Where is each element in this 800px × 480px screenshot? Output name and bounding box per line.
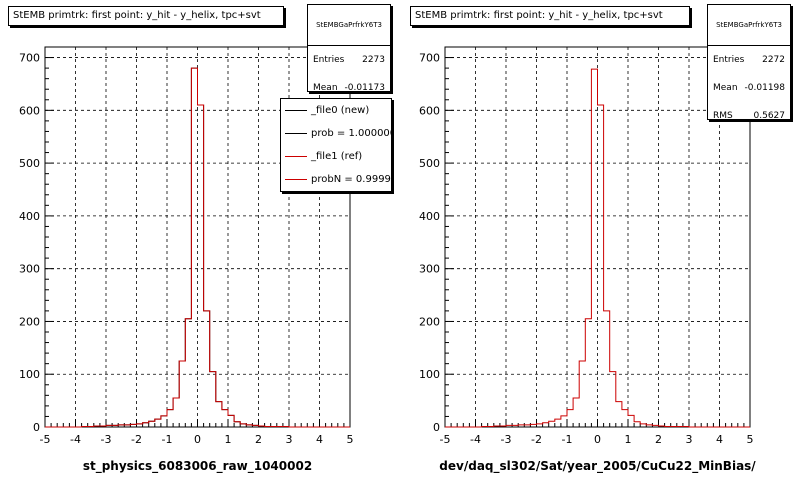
panel-1-legend: _file0 (new) prob = 1.000000 _file1 (ref… <box>280 98 392 192</box>
panel-2-y-tick-label: 700 <box>419 52 440 65</box>
legend-label: _file1 (ref) <box>311 151 363 162</box>
panel-1-y-tick-label: 500 <box>19 157 40 170</box>
panel-1-y-tick-label: 600 <box>19 104 40 117</box>
panel-1-title-text: StEMB primtrk: first point: y_hit - y_he… <box>13 10 261 21</box>
legend-swatch-file1 <box>285 156 307 157</box>
panel-1-x-tick-label: 1 <box>225 433 232 446</box>
stat-value: 2272 <box>762 55 785 65</box>
panel-1-stats-row-mean: Mean -0.01173 <box>308 74 390 102</box>
panel-1-y-tick-label: 300 <box>19 263 40 276</box>
panel-2-x-tick-label: -4 <box>470 433 481 446</box>
legend-swatch-prob <box>285 133 307 134</box>
panel-1-histogram-series-2 <box>45 67 350 428</box>
panel-2-stats-row-mean: Mean -0.01198 <box>708 74 790 102</box>
panel-2-title-text: StEMB primtrk: first point: y_hit - y_he… <box>415 10 663 21</box>
panel-1-stats-name: StEMBGaPrfrkY6T3 <box>308 5 390 46</box>
panel-2-x-tick-label: -3 <box>501 433 512 446</box>
panel-2-title: StEMB primtrk: first point: y_hit - y_he… <box>410 6 690 26</box>
panel-1-y-tick-label: 700 <box>19 52 40 65</box>
panel-1-stats-row-entries: Entries 2273 <box>308 46 390 74</box>
legend-swatch-probn <box>285 179 307 180</box>
panel-1-x-tick-label: 2 <box>255 433 262 446</box>
stat-label: RMS <box>713 111 733 121</box>
stat-label: Mean <box>713 83 738 93</box>
stat-value: -0.01198 <box>744 83 785 93</box>
legend-swatch-file0 <box>285 110 307 111</box>
panel-2-stats-row-rms: RMS 0.5627 <box>708 102 790 130</box>
stat-value: 0.5627 <box>753 111 786 121</box>
legend-label: _file0 (new) <box>311 105 370 116</box>
stat-value: 2273 <box>362 55 385 65</box>
panel-2-y-tick-label: 200 <box>419 315 440 328</box>
panel-2-x-axis-label: dev/daq_sl302/Sat/year_2005/CuCu22_MinBi… <box>439 459 756 474</box>
stat-value: -0.01173 <box>344 83 385 93</box>
legend-entry-probn: probN = 0.999932 <box>281 168 391 191</box>
panel-2-y-tick-label: 300 <box>419 263 440 276</box>
panel-2-x-tick-label: -2 <box>531 433 542 446</box>
legend-entry-file1: _file1 (ref) <box>281 145 391 168</box>
panel-2-histogram-series-1 <box>445 68 750 428</box>
stat-label: Entries <box>713 55 745 65</box>
panel-2-x-tick-label: 3 <box>686 433 693 446</box>
panel-2-y-tick-label: 500 <box>419 157 440 170</box>
panel-2-y-tick-label: 600 <box>419 104 440 117</box>
legend-label: probN = 0.999932 <box>311 174 391 185</box>
panel-2-x-tick-label: -1 <box>562 433 573 446</box>
panel-2-x-tick-label: 1 <box>625 433 632 446</box>
panel-1-x-tick-label: -1 <box>162 433 173 446</box>
stat-label: Mean <box>313 83 338 93</box>
panel-1-y-tick-label: 100 <box>19 368 40 381</box>
panel-2-stats-name: StEMBGaPrfrkY6T3 <box>708 5 790 46</box>
panel-1-x-tick-label: 5 <box>347 433 354 446</box>
panel-1-y-tick-label: 400 <box>19 210 40 223</box>
panel-2-stats-row-entries: Entries 2272 <box>708 46 790 74</box>
panel-1-y-tick-label: 0 <box>33 421 40 434</box>
legend-entry-file0: _file0 (new) <box>281 99 391 122</box>
panel-1-x-tick-label: 3 <box>286 433 293 446</box>
panel-1-x-tick-label: 0 <box>194 433 201 446</box>
panel-1-x-tick-label: 4 <box>316 433 323 446</box>
panel-1-stats-box: StEMBGaPrfrkY6T3 Entries 2273 Mean -0.01… <box>307 4 391 93</box>
legend-label: prob = 1.000000 <box>311 128 392 139</box>
panel-2-x-tick-label: 2 <box>655 433 662 446</box>
panel-2-y-tick-label: 400 <box>419 210 440 223</box>
panel-2-stats-box: StEMBGaPrfrkY6T3 Entries 2272 Mean -0.01… <box>707 4 791 121</box>
panel-2-x-tick-label: 0 <box>594 433 601 446</box>
panel-1-x-tick-label: -4 <box>70 433 81 446</box>
panel-2-y-tick-label: 0 <box>433 421 440 434</box>
panel-1-x-axis-label: st_physics_6083006_raw_1040002 <box>83 459 312 474</box>
panel-1-x-tick-label: -5 <box>40 433 51 446</box>
panel-2-x-tick-label: 4 <box>716 433 723 446</box>
panel-1-title: StEMB primtrk: first point: y_hit - y_he… <box>8 6 284 26</box>
legend-entry-prob: prob = 1.000000 <box>281 122 391 145</box>
panel-1-x-tick-label: -3 <box>101 433 112 446</box>
panel-2-y-tick-label: 100 <box>419 368 440 381</box>
panel-2-x-tick-label: -5 <box>440 433 451 446</box>
stat-label: Entries <box>313 55 345 65</box>
panel-1-x-tick-label: -2 <box>131 433 142 446</box>
panel-1-y-tick-label: 200 <box>19 315 40 328</box>
panel-2-x-tick-label: 5 <box>747 433 754 446</box>
